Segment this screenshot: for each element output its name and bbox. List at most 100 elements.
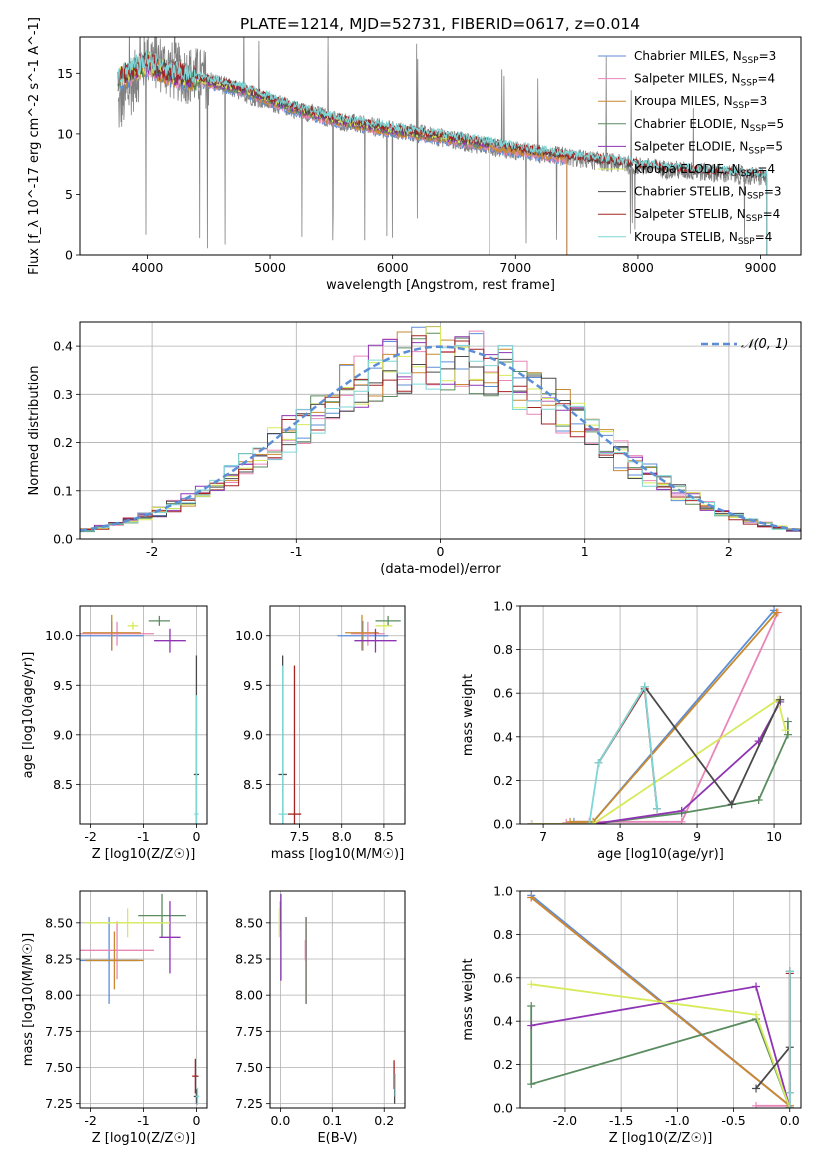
y-tick-label: 8.25 bbox=[45, 951, 73, 966]
legend-sub: SSP bbox=[748, 146, 765, 156]
x-tick-label: 2 bbox=[725, 544, 733, 559]
point-salpeter-miles bbox=[80, 921, 155, 980]
legend-label: Salpeter STELIB, N bbox=[634, 207, 746, 221]
y-tick-label: 10.0 bbox=[235, 628, 263, 643]
point-salpeter-elodie bbox=[159, 901, 181, 974]
x-tick-label: 0.0 bbox=[780, 1113, 800, 1128]
marker bbox=[752, 1084, 761, 1093]
legend-tail: =5 bbox=[765, 139, 783, 153]
legend-sub: SSP bbox=[738, 237, 755, 247]
legend-entry: Chabrier ELODIE, NSSP=5 bbox=[634, 117, 784, 134]
legend-label: Chabrier ELODIE, N bbox=[634, 117, 750, 131]
panel-residual_histogram: -2 -1 0 1 2 0.0 0.1 0.2 0.3 0.4 (data-model)/error… bbox=[27, 321, 802, 577]
x-tick-label: 8.5 bbox=[374, 829, 394, 844]
x-tick-label: 8000 bbox=[622, 260, 654, 275]
model-spectrum-kroupa-elodie bbox=[117, 52, 490, 255]
marker bbox=[754, 796, 763, 805]
y-axis-label: mass weight bbox=[461, 674, 476, 756]
point-kroupa-elodie bbox=[375, 621, 393, 630]
legend-sub: SSP bbox=[750, 124, 767, 134]
plot-area-age_vs_Z bbox=[80, 614, 200, 824]
legend-entry: Salpeter MILES, NSSP=4 bbox=[634, 72, 775, 89]
marker bbox=[785, 967, 794, 976]
panel-age_vs_mass: 7.5 8.0 8.5 8.5 9.0 9.5 10.0 mass [log10(M/M☉)] bbox=[235, 605, 406, 862]
legend-tail: =3 bbox=[764, 185, 782, 199]
x-tick-label: 7 bbox=[539, 829, 547, 844]
y-tick-label: 10.0 bbox=[45, 628, 73, 643]
plot-area-weight_vs_Z bbox=[527, 891, 794, 1108]
axes-frame bbox=[269, 605, 406, 825]
y-tick-label: 7.25 bbox=[235, 1096, 263, 1111]
marker bbox=[776, 695, 785, 704]
plot-area-residual_histogram bbox=[80, 326, 801, 534]
x-tick-label: -1 bbox=[290, 544, 302, 559]
normal-curve bbox=[80, 345, 801, 532]
panel-spectrum: 4000 5000 6000 7000 8000 9000 0 5 10 15 wavelength… bbox=[27, 17, 802, 293]
y-tick-label: 7.75 bbox=[235, 1024, 263, 1039]
model-spectrum-salpeter-miles bbox=[117, 59, 568, 255]
marker bbox=[677, 806, 686, 815]
legend-label: Chabrier STELIB, N bbox=[634, 185, 747, 199]
y-tick-label: 8.50 bbox=[235, 915, 263, 930]
x-tick-label: 0 bbox=[192, 829, 200, 844]
marker bbox=[772, 608, 781, 617]
x-tick-label: -1.5 bbox=[609, 1113, 633, 1128]
legend-tail: =5 bbox=[766, 117, 784, 131]
y-axis-label: mass weight bbox=[461, 958, 476, 1040]
marker bbox=[527, 1002, 536, 1011]
legend-entry: Salpeter STELIB, NSSP=4 bbox=[634, 207, 780, 224]
x-tick-label: 0.0 bbox=[270, 1113, 290, 1128]
x-tick-label: -2 bbox=[84, 829, 96, 844]
legend-label: Chabrier MILES, N bbox=[634, 49, 742, 63]
y-tick-label: 0.0 bbox=[53, 532, 73, 547]
legend-label: Kroupa ELODIE, N bbox=[634, 162, 741, 176]
spectrum-legend: Chabrier MILES, N SSP =3 Salpeter MILES, NS… bbox=[598, 49, 784, 247]
y-tick-label: 15 bbox=[57, 66, 73, 81]
figure-title: PLATE=1214, MJD=52731, FIBERID=0617, z=0… bbox=[240, 15, 640, 33]
marker bbox=[589, 820, 598, 824]
x-tick-label: 6000 bbox=[377, 260, 409, 275]
y-tick-label: 9.0 bbox=[243, 727, 263, 742]
x-tick-label: -2 bbox=[84, 1113, 96, 1128]
y-tick-label: 0.2 bbox=[53, 435, 73, 450]
x-tick-label: -1.0 bbox=[665, 1113, 689, 1128]
y-tick-label: 0.4 bbox=[493, 729, 513, 744]
legend-label: Salpeter ELODIE, N bbox=[634, 139, 748, 153]
point-salpeter-stelib bbox=[287, 665, 302, 824]
axes-frame bbox=[79, 36, 802, 256]
x-axis-label: mass [log10(M/M☉)] bbox=[271, 847, 404, 862]
x-tick-label: -2 bbox=[146, 544, 158, 559]
marker bbox=[566, 817, 575, 824]
marker bbox=[527, 893, 536, 902]
marker bbox=[677, 817, 686, 824]
point-kroupa-elodie bbox=[85, 908, 170, 938]
y-tick-label: 1.0 bbox=[493, 599, 513, 614]
x-tick-label: 8 bbox=[616, 829, 624, 844]
y-tick-label: 9.5 bbox=[243, 678, 263, 693]
x-tick-label: 8.0 bbox=[332, 829, 352, 844]
marker bbox=[594, 758, 603, 767]
x-tick-label: 0 bbox=[437, 544, 445, 559]
y-tick-label: 9.0 bbox=[53, 727, 73, 742]
plot-area-age_vs_mass bbox=[278, 614, 401, 824]
x-tick-label: -1 bbox=[137, 1113, 149, 1128]
y-axis-label: Normed distribution bbox=[27, 366, 42, 496]
plot-area-weight_vs_age bbox=[527, 606, 792, 824]
panel-age_vs_Z: -2 -1 0 8.5 9.0 9.5 10.0 Z [log10(Z/Z☉)] age [lo… bbox=[21, 605, 208, 862]
x-tick-label: -0.5 bbox=[721, 1113, 745, 1128]
axes-frame bbox=[519, 890, 802, 1109]
marker bbox=[585, 820, 594, 824]
y-tick-label: 8.00 bbox=[235, 988, 263, 1003]
y-tick-label: 7.50 bbox=[235, 1060, 263, 1075]
legend-entry: Salpeter ELODIE, NSSP=5 bbox=[634, 139, 783, 156]
x-axis-label: age [log10(age/yr)] bbox=[597, 847, 724, 862]
y-axis-label: mass [log10(M/M☉)] bbox=[21, 933, 36, 1066]
legend-label: Kroupa STELIB, N bbox=[634, 230, 738, 244]
point-salpeter-elodie bbox=[354, 628, 397, 653]
plot-area-mass_vs_EBV bbox=[278, 893, 396, 1104]
y-tick-label: 0.6 bbox=[493, 970, 513, 985]
legend-tail: =4 bbox=[757, 72, 775, 86]
marker bbox=[562, 818, 571, 824]
y-tick-label: 7.75 bbox=[45, 1024, 73, 1039]
